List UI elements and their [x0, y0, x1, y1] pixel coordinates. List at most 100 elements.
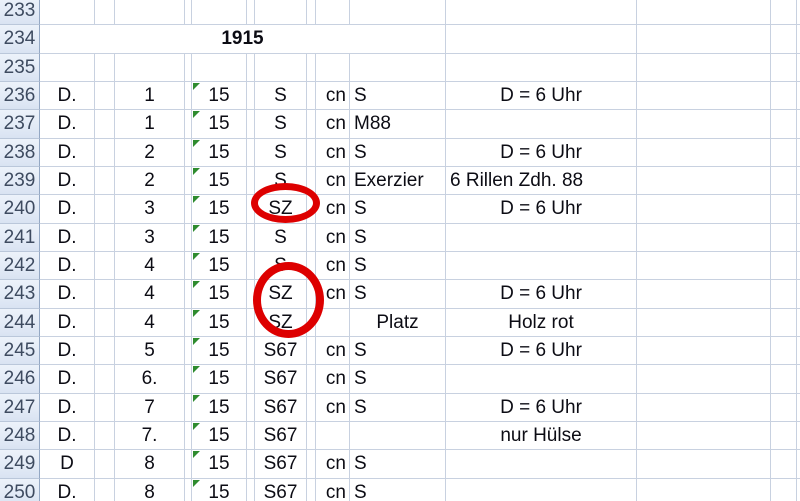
- cell-empty[interactable]: [637, 195, 771, 224]
- cell-spacer[interactable]: [185, 223, 192, 252]
- cell-cn-mark[interactable]: cn: [316, 81, 350, 111]
- cell-lot[interactable]: 4: [115, 280, 185, 309]
- cell-description[interactable]: [350, 53, 446, 82]
- cell-empty[interactable]: [637, 25, 771, 54]
- cell-spacer[interactable]: [307, 138, 316, 167]
- cell-headstamp[interactable]: S: [255, 138, 307, 167]
- cell-series[interactable]: D.: [40, 166, 95, 196]
- cell-note[interactable]: D = 6 Uhr: [446, 81, 637, 111]
- cell-year[interactable]: 15: [192, 280, 247, 309]
- cell-year[interactable]: 15: [192, 81, 247, 111]
- cell-spacer[interactable]: [247, 81, 255, 111]
- cell-spacer[interactable]: [95, 223, 115, 252]
- row-header[interactable]: 244: [0, 308, 40, 337]
- cell-lot[interactable]: 4: [115, 308, 185, 337]
- cell-spacer[interactable]: [307, 280, 316, 309]
- cell-spacer[interactable]: [307, 308, 316, 337]
- cell-empty[interactable]: [637, 251, 771, 281]
- cell-spacer[interactable]: [307, 195, 316, 224]
- cell-headstamp[interactable]: S67: [255, 450, 307, 479]
- cell-spacer[interactable]: [247, 53, 255, 82]
- cell-spacer[interactable]: [307, 251, 316, 281]
- cell-empty[interactable]: [637, 421, 771, 451]
- cell-cn-mark[interactable]: cn: [316, 223, 350, 252]
- row-header[interactable]: 236: [0, 81, 40, 111]
- row-header[interactable]: 238: [0, 138, 40, 167]
- cell-cn-mark[interactable]: cn: [316, 195, 350, 224]
- cell-headstamp[interactable]: [255, 53, 307, 82]
- cell-year[interactable]: 15: [192, 336, 247, 366]
- cell-spacer[interactable]: [185, 308, 192, 337]
- cell-description[interactable]: S: [350, 223, 446, 252]
- cell-empty[interactable]: [637, 450, 771, 479]
- cell-spacer[interactable]: [307, 478, 316, 501]
- cell-spacer[interactable]: [307, 336, 316, 366]
- cell-description[interactable]: [350, 421, 446, 451]
- cell-cn-mark[interactable]: cn: [316, 478, 350, 501]
- cell-cn-mark[interactable]: cn: [316, 336, 350, 366]
- cell-empty[interactable]: [771, 223, 797, 252]
- cell-spacer[interactable]: [247, 421, 255, 451]
- cell-cn-mark[interactable]: cn: [316, 166, 350, 196]
- row-header[interactable]: 239: [0, 166, 40, 196]
- cell-note[interactable]: D = 6 Uhr: [446, 138, 637, 167]
- cell-headstamp[interactable]: S: [255, 81, 307, 111]
- cell-year[interactable]: 15: [192, 365, 247, 394]
- cell-spacer[interactable]: [95, 53, 115, 82]
- cell-cn-mark[interactable]: cn: [316, 280, 350, 309]
- cell-lot[interactable]: 6.: [115, 365, 185, 394]
- cell-spacer[interactable]: [95, 478, 115, 501]
- cell-spacer[interactable]: [307, 81, 316, 111]
- cell-spacer[interactable]: [307, 223, 316, 252]
- cell-spacer[interactable]: [247, 280, 255, 309]
- cell-series[interactable]: D.: [40, 478, 95, 501]
- row-header[interactable]: 243: [0, 280, 40, 309]
- cell-headstamp[interactable]: SZ: [255, 195, 307, 224]
- cell-note[interactable]: [446, 478, 637, 501]
- cell-empty[interactable]: [637, 280, 771, 309]
- cell-lot[interactable]: 7: [115, 393, 185, 422]
- cell-description[interactable]: [350, 0, 446, 26]
- cell-spacer[interactable]: [247, 0, 255, 26]
- cell-spacer[interactable]: [307, 0, 316, 26]
- cell-spacer[interactable]: [185, 0, 192, 26]
- cell-lot[interactable]: [115, 53, 185, 82]
- cell-lot[interactable]: [115, 0, 185, 26]
- cell-empty[interactable]: [771, 478, 797, 501]
- cell-spacer[interactable]: [247, 478, 255, 501]
- cell-empty[interactable]: [771, 450, 797, 479]
- cell-note[interactable]: [446, 110, 637, 139]
- cell-note[interactable]: D = 6 Uhr: [446, 336, 637, 366]
- cell-headstamp[interactable]: S67: [255, 365, 307, 394]
- cell-spacer[interactable]: [95, 393, 115, 422]
- cell-lot[interactable]: 2: [115, 138, 185, 167]
- cell-spacer[interactable]: [95, 308, 115, 337]
- cell-headstamp[interactable]: S67: [255, 478, 307, 501]
- cell-spacer[interactable]: [247, 308, 255, 337]
- cell-year[interactable]: 15: [192, 166, 247, 196]
- cell-description[interactable]: S: [350, 365, 446, 394]
- cell-spacer[interactable]: [95, 138, 115, 167]
- cell-description[interactable]: S: [350, 393, 446, 422]
- cell-empty[interactable]: [771, 195, 797, 224]
- cell-series[interactable]: D.: [40, 110, 95, 139]
- cell-year[interactable]: [192, 53, 247, 82]
- cell-spacer[interactable]: [185, 81, 192, 111]
- cell-lot[interactable]: 1: [115, 81, 185, 111]
- row-header[interactable]: 241: [0, 223, 40, 252]
- cell-headstamp[interactable]: S67: [255, 336, 307, 366]
- cell-year[interactable]: 15: [192, 138, 247, 167]
- cell-description[interactable]: S: [350, 81, 446, 111]
- cell-note[interactable]: [446, 251, 637, 281]
- cell-spacer[interactable]: [185, 336, 192, 366]
- cell-series[interactable]: [40, 53, 95, 82]
- cell-spacer[interactable]: [95, 195, 115, 224]
- row-header[interactable]: 235: [0, 53, 40, 82]
- cell-spacer[interactable]: [247, 195, 255, 224]
- cell-series[interactable]: D.: [40, 421, 95, 451]
- cell-spacer[interactable]: [307, 365, 316, 394]
- cell-year[interactable]: 15: [192, 421, 247, 451]
- cell-spacer[interactable]: [307, 53, 316, 82]
- cell-lot[interactable]: 4: [115, 251, 185, 281]
- cell-lot[interactable]: 5: [115, 336, 185, 366]
